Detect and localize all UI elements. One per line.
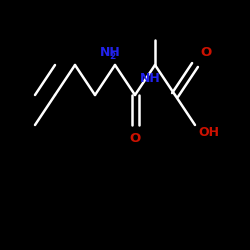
Text: O: O <box>130 132 140 144</box>
Text: O: O <box>200 46 211 59</box>
Text: NH: NH <box>140 72 161 85</box>
Text: 2: 2 <box>109 52 116 62</box>
Text: OH: OH <box>198 126 219 138</box>
Text: NH: NH <box>100 46 121 59</box>
